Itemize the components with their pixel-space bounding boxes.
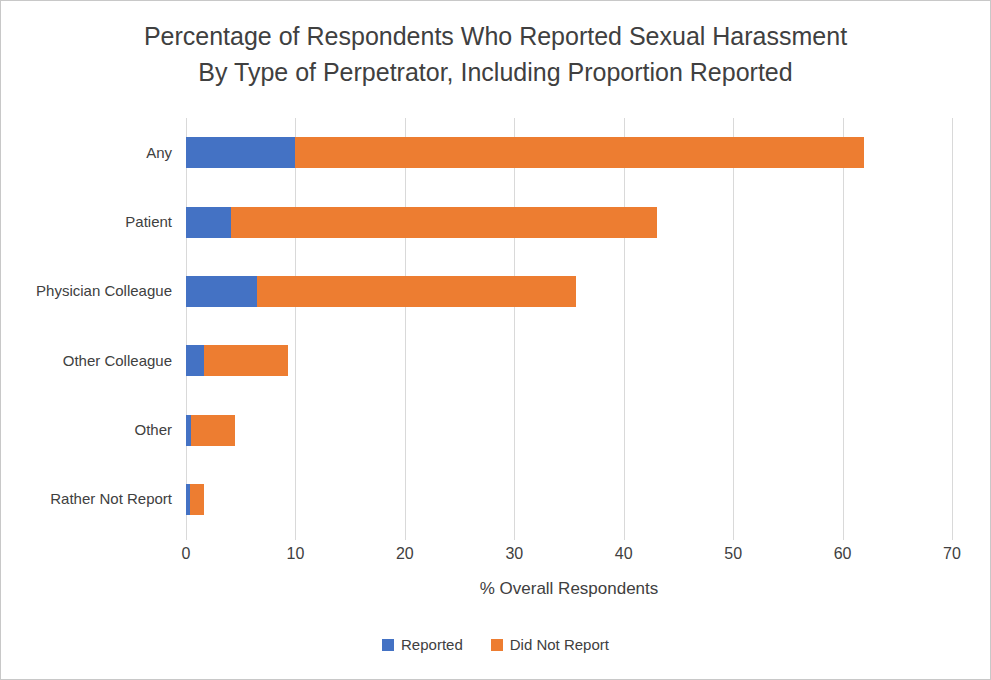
bar-segment-reported: [186, 345, 204, 376]
gridline-x10: [295, 118, 296, 534]
plot-area: 0 10 20 30 40 50 60 70 Any Patient Physician Colle…: [1, 1, 990, 679]
gridline-x60: [843, 118, 844, 534]
category-label: Other Colleague: [1, 351, 172, 371]
x-axis-title: % Overall Respondents: [186, 579, 952, 599]
x-tick-label: 10: [270, 545, 320, 563]
tickmark-x10: [295, 534, 296, 540]
stacked-bar-chart: Percentage of Respondents Who Reported S…: [0, 0, 991, 680]
bar-segment-did-not-report: [257, 276, 575, 307]
tickmark-x30: [514, 534, 515, 540]
x-tick-label: 0: [161, 545, 211, 563]
bar-segment-reported: [186, 276, 257, 307]
legend-swatch-icon: [491, 639, 503, 651]
legend-item: Did Not Report: [491, 636, 609, 653]
x-tick-label: 20: [380, 545, 430, 563]
gridline-x40: [624, 118, 625, 534]
bar-segment-did-not-report: [231, 207, 657, 238]
legend-item: Reported: [382, 636, 463, 653]
tickmark-x50: [733, 534, 734, 540]
category-label: Physician Colleague: [1, 281, 172, 301]
x-tick-label: 40: [599, 545, 649, 563]
x-tick-label: 30: [489, 545, 539, 563]
bar-segment-reported: [186, 207, 231, 238]
legend-swatch-icon: [382, 639, 394, 651]
gridline-x20: [405, 118, 406, 534]
tickmark-x40: [624, 534, 625, 540]
bar-segment-reported: [186, 137, 295, 168]
x-tick-label: 70: [927, 545, 977, 563]
legend-label: Reported: [401, 636, 463, 653]
bar-segment-did-not-report: [204, 345, 288, 376]
legend-label: Did Not Report: [510, 636, 609, 653]
gridline-x30: [514, 118, 515, 534]
category-label: Rather Not Report: [1, 489, 172, 509]
gridline-x50: [733, 118, 734, 534]
bar-segment-did-not-report: [191, 415, 235, 446]
bar-row: [186, 345, 288, 376]
category-label: Patient: [1, 212, 172, 232]
bar-row: [186, 484, 204, 515]
bar-row: [186, 415, 235, 446]
x-tick-label: 50: [708, 545, 758, 563]
bar-row: [186, 276, 576, 307]
x-tick-label: 60: [818, 545, 868, 563]
category-label: Any: [1, 143, 172, 163]
gridline-x0: [186, 118, 187, 534]
tickmark-x60: [843, 534, 844, 540]
category-label: Other: [1, 420, 172, 440]
bar-segment-did-not-report: [190, 484, 203, 515]
tickmark-x70: [952, 534, 953, 540]
tickmark-x20: [405, 534, 406, 540]
gridline-x70: [952, 118, 953, 534]
bar-row: [186, 207, 657, 238]
tickmark-x0: [186, 534, 187, 540]
bar-row: [186, 137, 864, 168]
legend: Reported Did Not Report: [1, 636, 990, 653]
bar-segment-did-not-report: [295, 137, 864, 168]
